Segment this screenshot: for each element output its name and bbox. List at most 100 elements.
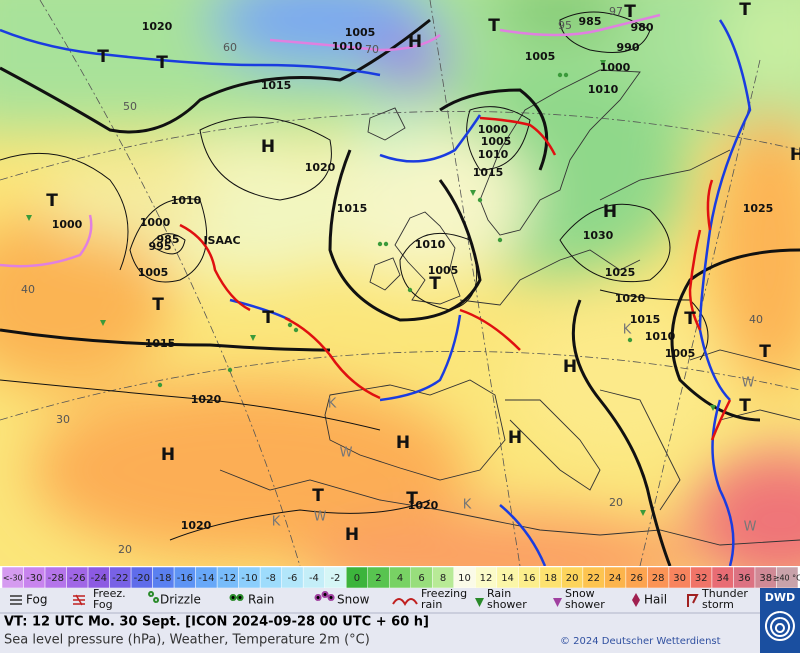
pressure-label: 1015 [337,202,368,215]
weather-legend: Fog Freez. Fog Drizzle Rain Snow Freezing rain R… [10,587,748,611]
pressure-system: T [262,308,274,328]
pressure-system: H [790,145,800,165]
pressure-label: 1005 [481,135,512,148]
temperature-scale: <-30 -30 -28 -26 -24 -22 -20 -18 -16 -14 -12 -10 -8-… [1,566,800,589]
legend-icon [475,598,484,607]
pressure-label: 1025 [743,202,774,215]
pressure-system: T [739,0,751,20]
pressure-label: 1030 [583,229,614,242]
pressure-system: H [603,202,617,222]
scale-label: 28 [652,573,665,584]
legend-label: Hail [644,593,667,607]
scale-label: -18 [155,573,171,584]
pressure-system: W [314,510,327,525]
legend-label: Freezing rain [421,587,467,611]
pressure-system: K [272,515,281,530]
pressure-label: 990 [617,41,640,54]
pressure-system: H [508,428,522,448]
scale-label: -24 [91,573,107,584]
pressure-system: T [97,47,109,67]
copyright: © 2024 Deutscher Wetterdienst [560,636,721,647]
scale-label: -10 [241,573,257,584]
scale-label: 34 [716,573,729,584]
pressure-label: 1020 [142,20,173,33]
pressure-label: 1015 [145,337,176,350]
legend-icon [148,591,160,603]
legend-label: Freez. Fog [93,587,126,611]
scale-label: 8 [440,573,446,584]
scale-label: -4 [309,573,319,584]
pressure-label: 985 [579,15,602,28]
temperature-contour-label: 40 [21,283,35,296]
logo-swirl [764,611,795,641]
temperature-contour-label: 40 [749,313,763,326]
legend-label: Snow [337,593,370,607]
temperature-contour-label: 95 [558,19,572,32]
scale-label: -20 [134,573,150,584]
storm-name: ISAAC [203,234,240,247]
temperature-contour-label: 70 [365,43,379,56]
pressure-label: 1015 [473,166,504,179]
scale-label: 32 [695,573,708,584]
pressure-label: 1005 [138,266,169,279]
pressure-label: 1020 [615,292,646,305]
pressure-label: 1010 [478,148,509,161]
temperature-contour-label: 20 [118,543,132,556]
pressure-label: 1010 [415,238,446,251]
temperature-contour-label: 30 [56,413,70,426]
scale-label: 22 [587,573,600,584]
scale-label: -28 [48,573,64,584]
scale-label: -22 [112,573,128,584]
pressure-system: T [152,295,164,315]
scale-label: 20 [566,573,579,584]
pressure-label: 1010 [171,194,202,207]
legend-icon [392,598,418,606]
pressure-system: K [623,323,632,338]
pressure-system: T [312,486,324,506]
scale-label: 26 [630,573,643,584]
legend-icon [687,594,699,607]
pressure-label: 1010 [332,40,363,53]
legend-label: Rain shower [487,587,527,611]
pressure-system: K [463,498,472,513]
pressure-label: 1025 [605,266,636,279]
pressure-label: 1000 [600,61,631,74]
graticule [0,0,800,566]
isobars [0,11,709,541]
scale-label: 30 [673,573,686,584]
pressure-label: 1015 [630,313,661,326]
pressure-system: H [408,32,422,52]
pressure-system: H [261,137,275,157]
scale-label: -8 [266,573,276,584]
pressure-label: 995 [149,240,172,253]
scale-label: 16 [523,573,536,584]
scale-label: -26 [69,573,85,584]
scale-label: 6 [418,573,424,584]
pressure-system: T [429,274,441,294]
scale-label: -14 [198,573,214,584]
pressure-system: T [684,309,696,329]
legend-icon [632,593,640,607]
description: Sea level pressure (hPa), Weather, Tempe… [4,633,370,648]
scale-label: ≥40 °C [773,574,800,583]
pressure-label: 1010 [588,83,619,96]
pressure-system: T [739,396,751,416]
pressure-system: H [563,357,577,377]
pressure-label: 1000 [140,216,171,229]
logo-text: DWD [765,591,795,604]
temperature-contour-label: 50 [123,100,137,113]
pressure-system: W [742,376,755,391]
pressure-system: K [328,397,337,412]
fronts [0,13,752,566]
scale-label: -2 [330,573,340,584]
temperature-contour-label: 97 [609,5,623,18]
pressure-label: 1020 [305,161,336,174]
legend-icon [10,595,22,605]
legend-icon [229,594,244,601]
legend-label: Snow shower [565,587,605,611]
scale-label: 4 [397,573,403,584]
pressure-label: 1020 [181,519,212,532]
